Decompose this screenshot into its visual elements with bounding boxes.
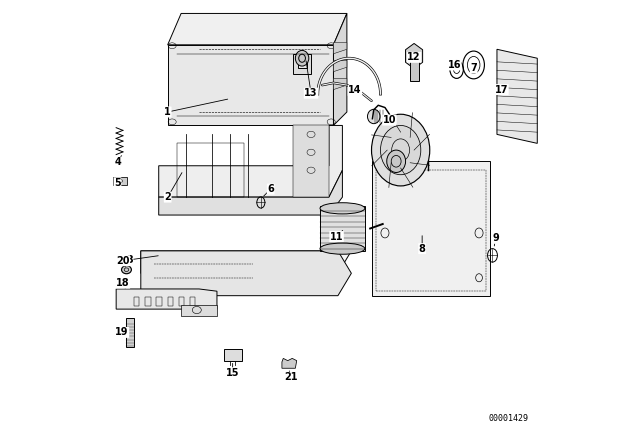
Polygon shape: [497, 49, 538, 143]
Ellipse shape: [296, 51, 309, 66]
Ellipse shape: [372, 114, 430, 186]
Text: 14: 14: [348, 86, 362, 95]
Text: 10: 10: [383, 115, 396, 125]
Ellipse shape: [387, 150, 406, 172]
Bar: [134, 297, 140, 306]
Text: 9: 9: [492, 233, 499, 243]
Text: 8: 8: [419, 244, 426, 254]
Polygon shape: [168, 13, 347, 45]
Text: 3: 3: [126, 255, 133, 265]
Bar: [179, 297, 184, 306]
Text: 20: 20: [116, 256, 130, 266]
Text: 18: 18: [116, 278, 130, 288]
Text: 15: 15: [226, 368, 239, 378]
Text: 12: 12: [407, 52, 421, 62]
Bar: [177, 143, 244, 197]
Polygon shape: [113, 177, 127, 185]
Text: 5: 5: [114, 178, 121, 188]
Polygon shape: [159, 125, 342, 197]
Bar: [157, 297, 162, 306]
Text: 6: 6: [268, 184, 274, 194]
Bar: [376, 170, 486, 291]
Polygon shape: [168, 45, 333, 125]
Polygon shape: [127, 318, 134, 347]
Polygon shape: [141, 215, 351, 273]
Polygon shape: [293, 125, 329, 197]
Ellipse shape: [122, 266, 131, 274]
Text: 2: 2: [164, 192, 171, 202]
Bar: [410, 60, 419, 81]
Text: 19: 19: [115, 327, 129, 337]
Text: 21: 21: [284, 372, 298, 382]
Polygon shape: [320, 206, 365, 251]
Ellipse shape: [320, 202, 365, 214]
Polygon shape: [116, 289, 217, 309]
Text: 11: 11: [330, 232, 343, 241]
Text: 7: 7: [470, 63, 477, 73]
Ellipse shape: [367, 109, 380, 124]
Bar: [168, 297, 173, 306]
Polygon shape: [141, 251, 351, 296]
Bar: [190, 297, 195, 306]
Text: 16: 16: [447, 60, 461, 70]
Polygon shape: [181, 305, 217, 316]
Ellipse shape: [320, 243, 365, 254]
Polygon shape: [333, 43, 347, 54]
Text: 1: 1: [164, 107, 171, 117]
Bar: [224, 349, 242, 361]
Text: 13: 13: [304, 88, 318, 98]
Polygon shape: [293, 54, 311, 74]
Text: 00001429: 00001429: [488, 414, 528, 423]
Polygon shape: [282, 358, 297, 368]
Text: 4: 4: [114, 157, 121, 167]
Text: 17: 17: [495, 85, 508, 95]
Bar: [145, 297, 150, 306]
Polygon shape: [406, 43, 422, 69]
Polygon shape: [333, 78, 347, 90]
Polygon shape: [371, 161, 490, 296]
Polygon shape: [333, 13, 347, 125]
Polygon shape: [333, 60, 347, 72]
Ellipse shape: [380, 125, 421, 175]
Polygon shape: [159, 170, 342, 215]
